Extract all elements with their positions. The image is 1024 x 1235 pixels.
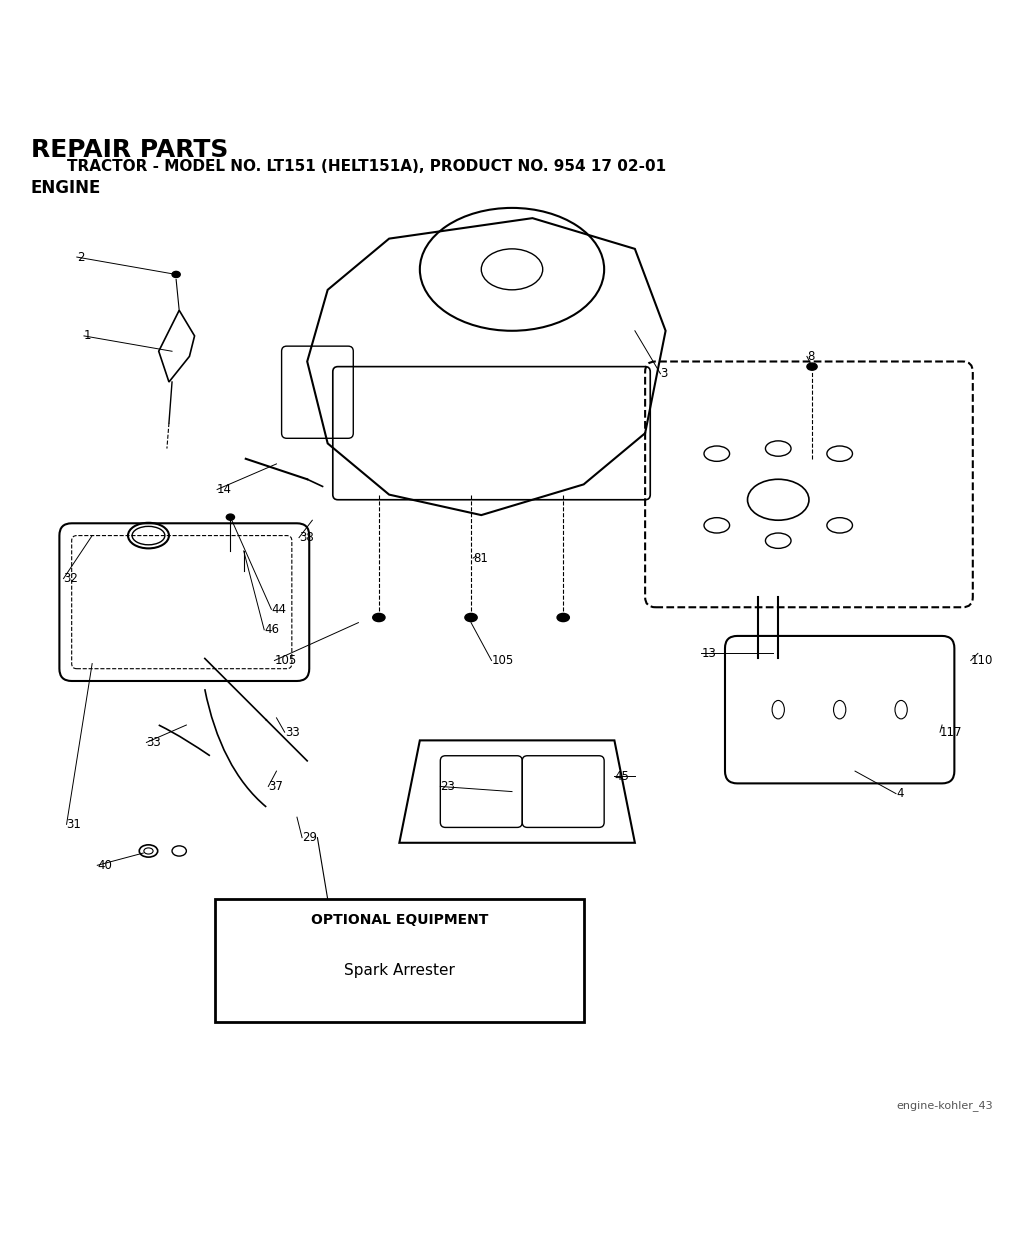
Text: 40: 40 bbox=[97, 858, 113, 872]
Text: 8: 8 bbox=[807, 350, 814, 363]
Text: 29: 29 bbox=[302, 831, 317, 845]
Text: 33: 33 bbox=[146, 736, 161, 748]
Text: 105: 105 bbox=[492, 655, 514, 667]
Text: 110: 110 bbox=[971, 655, 993, 667]
Text: 33: 33 bbox=[285, 726, 299, 739]
Text: 23: 23 bbox=[440, 781, 456, 793]
Text: 4: 4 bbox=[896, 787, 903, 800]
Text: OPTIONAL EQUIPMENT: OPTIONAL EQUIPMENT bbox=[310, 913, 488, 926]
Text: engine-kohler_43: engine-kohler_43 bbox=[897, 1100, 993, 1112]
Text: 2: 2 bbox=[77, 251, 84, 263]
Text: 3: 3 bbox=[660, 367, 668, 380]
Text: 81: 81 bbox=[473, 552, 488, 564]
Text: 37: 37 bbox=[268, 781, 284, 793]
Text: 1: 1 bbox=[84, 330, 91, 342]
Ellipse shape bbox=[807, 363, 817, 370]
Text: 45: 45 bbox=[614, 769, 630, 783]
Ellipse shape bbox=[373, 614, 385, 621]
Ellipse shape bbox=[557, 614, 569, 621]
Text: Spark Arrester: Spark Arrester bbox=[344, 963, 455, 978]
Text: ENGINE: ENGINE bbox=[31, 179, 101, 198]
Text: 117: 117 bbox=[940, 726, 963, 739]
Text: 44: 44 bbox=[271, 603, 287, 616]
Text: 14: 14 bbox=[217, 483, 232, 496]
Text: 31: 31 bbox=[67, 818, 82, 831]
Ellipse shape bbox=[226, 514, 234, 520]
Text: 46: 46 bbox=[264, 624, 280, 636]
Ellipse shape bbox=[465, 614, 477, 621]
Text: 105: 105 bbox=[274, 655, 297, 667]
FancyBboxPatch shape bbox=[215, 899, 584, 1023]
Text: TRACTOR - MODEL NO. LT151 (HELT151A), PRODUCT NO. 954 17 02-01: TRACTOR - MODEL NO. LT151 (HELT151A), PR… bbox=[67, 159, 666, 174]
Ellipse shape bbox=[172, 272, 180, 278]
Text: REPAIR PARTS: REPAIR PARTS bbox=[31, 138, 228, 162]
Text: 32: 32 bbox=[63, 572, 79, 585]
Text: 13: 13 bbox=[701, 647, 717, 659]
Text: 38: 38 bbox=[299, 531, 313, 545]
